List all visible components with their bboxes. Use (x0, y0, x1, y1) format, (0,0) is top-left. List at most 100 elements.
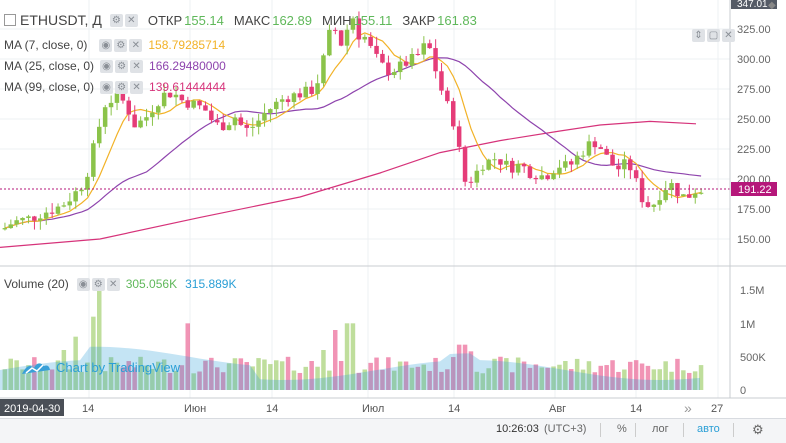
volume-bar (150, 368, 155, 390)
volume-bar (362, 369, 367, 390)
volume-bar (232, 358, 238, 390)
bottom-toolbar: 10:26:03 (UTC+3) % лог авто ⚙ (0, 418, 786, 443)
candle-body (415, 54, 421, 56)
close-icon[interactable]: ✕ (106, 277, 120, 291)
candle-body (392, 72, 397, 76)
move-up-icon[interactable]: ⇕ (692, 29, 705, 42)
ma7-line (4, 32, 702, 229)
volume-ma-fill (0, 346, 700, 390)
volume-bar (598, 365, 603, 390)
candle-body (91, 143, 96, 177)
close-icon[interactable]: ✕ (124, 13, 138, 27)
price-tick: 325.00 (737, 24, 771, 36)
candle-body (409, 54, 415, 66)
volume-tick: 1.5M (740, 285, 764, 297)
candle-body (545, 175, 550, 180)
candle-body (197, 100, 202, 106)
price-tick: 300.00 (737, 54, 771, 66)
scroll-right-icon[interactable]: » (684, 400, 692, 416)
candle-body (209, 110, 214, 121)
volume-bar (498, 356, 503, 390)
time-axis-start-tag (0, 399, 64, 416)
settings-icon[interactable]: ⚙ (91, 277, 105, 291)
ma99-path (0, 120, 697, 248)
price-tick: 250.00 (737, 114, 771, 126)
ma99-label: MA (99, close, 0) (4, 80, 95, 94)
volume-bar (439, 371, 444, 390)
close-icon[interactable]: ✕ (130, 59, 144, 73)
time-label: 27 (711, 403, 723, 415)
candle-body (622, 159, 627, 170)
volume-bar (692, 371, 698, 390)
collapse-icon[interactable] (4, 14, 16, 26)
visibility-icon[interactable]: ◉ (99, 38, 113, 52)
volume-bar (73, 336, 78, 390)
volume-bar (321, 350, 326, 390)
candle-body (498, 159, 503, 165)
candle-body (232, 117, 238, 126)
volume-bars (2, 280, 704, 390)
volume-bar (97, 280, 102, 390)
close-icon[interactable]: ✕ (130, 80, 144, 94)
visibility-icon[interactable]: ◉ (100, 59, 114, 73)
candle-body (492, 159, 497, 161)
lock-icon[interactable]: ◆ (768, 0, 776, 11)
volume-bar (209, 357, 214, 390)
settings-icon[interactable]: ⚙ (109, 13, 123, 27)
candle-body (333, 29, 338, 31)
volume-bar (368, 362, 373, 390)
candle-body (49, 212, 55, 214)
volume-bar (663, 361, 668, 390)
candle-body (628, 159, 633, 171)
volume-bar (285, 356, 291, 390)
volume-bar (451, 357, 456, 390)
ma7-label: MA (7, close, 0) (4, 38, 88, 52)
settings-gear-icon[interactable]: ⚙ (752, 422, 764, 437)
volume-bar (215, 367, 220, 390)
volume-bar (43, 368, 49, 390)
volume-bar (681, 370, 686, 390)
candle-body (321, 55, 326, 84)
volume-bar (392, 370, 397, 390)
candle-body (669, 183, 674, 191)
candle-body (681, 194, 686, 197)
volume-bar (539, 367, 544, 390)
volume-bar (639, 363, 645, 390)
candle-body (633, 170, 639, 179)
volume-bar (480, 373, 485, 390)
chart-svg[interactable]: 347.01 325.00 300.00 275.00 250.00 225.0… (0, 0, 786, 418)
candle-body (468, 181, 474, 183)
percent-toggle[interactable]: % (617, 423, 627, 435)
candle-body (114, 93, 120, 103)
candle-body (592, 141, 598, 148)
candle-body (362, 36, 367, 40)
settings-icon[interactable]: ⚙ (115, 80, 129, 94)
candle-body (657, 200, 662, 205)
log-toggle[interactable]: лог (652, 423, 669, 435)
volume-bar (327, 370, 332, 390)
volume-bar (20, 369, 25, 390)
volume-bar (527, 367, 533, 390)
settings-icon[interactable]: ⚙ (115, 59, 129, 73)
timezone[interactable]: (UTC+3) (544, 423, 587, 435)
volume-bar (610, 360, 615, 390)
candle-body (515, 163, 521, 173)
visibility-icon[interactable]: ◉ (100, 80, 114, 94)
candle-body (504, 160, 509, 165)
volume-value-2: 315.889K (185, 277, 237, 291)
close-pane-icon[interactable]: ✕ (722, 29, 735, 42)
close-icon[interactable]: ✕ (129, 38, 143, 52)
maximize-icon[interactable]: ▢ (707, 29, 720, 42)
open-value: 155.14 (184, 12, 224, 28)
visibility-icon[interactable]: ◉ (76, 277, 90, 291)
settings-icon[interactable]: ⚙ (114, 38, 128, 52)
volume-bar (303, 366, 308, 390)
candle-body (126, 100, 131, 115)
candle-body (309, 86, 314, 94)
auto-toggle[interactable]: авто (697, 423, 720, 435)
volume-bar (628, 361, 633, 390)
candle-body (598, 147, 603, 149)
volume-bar (55, 360, 61, 390)
volume-bar (333, 330, 338, 390)
